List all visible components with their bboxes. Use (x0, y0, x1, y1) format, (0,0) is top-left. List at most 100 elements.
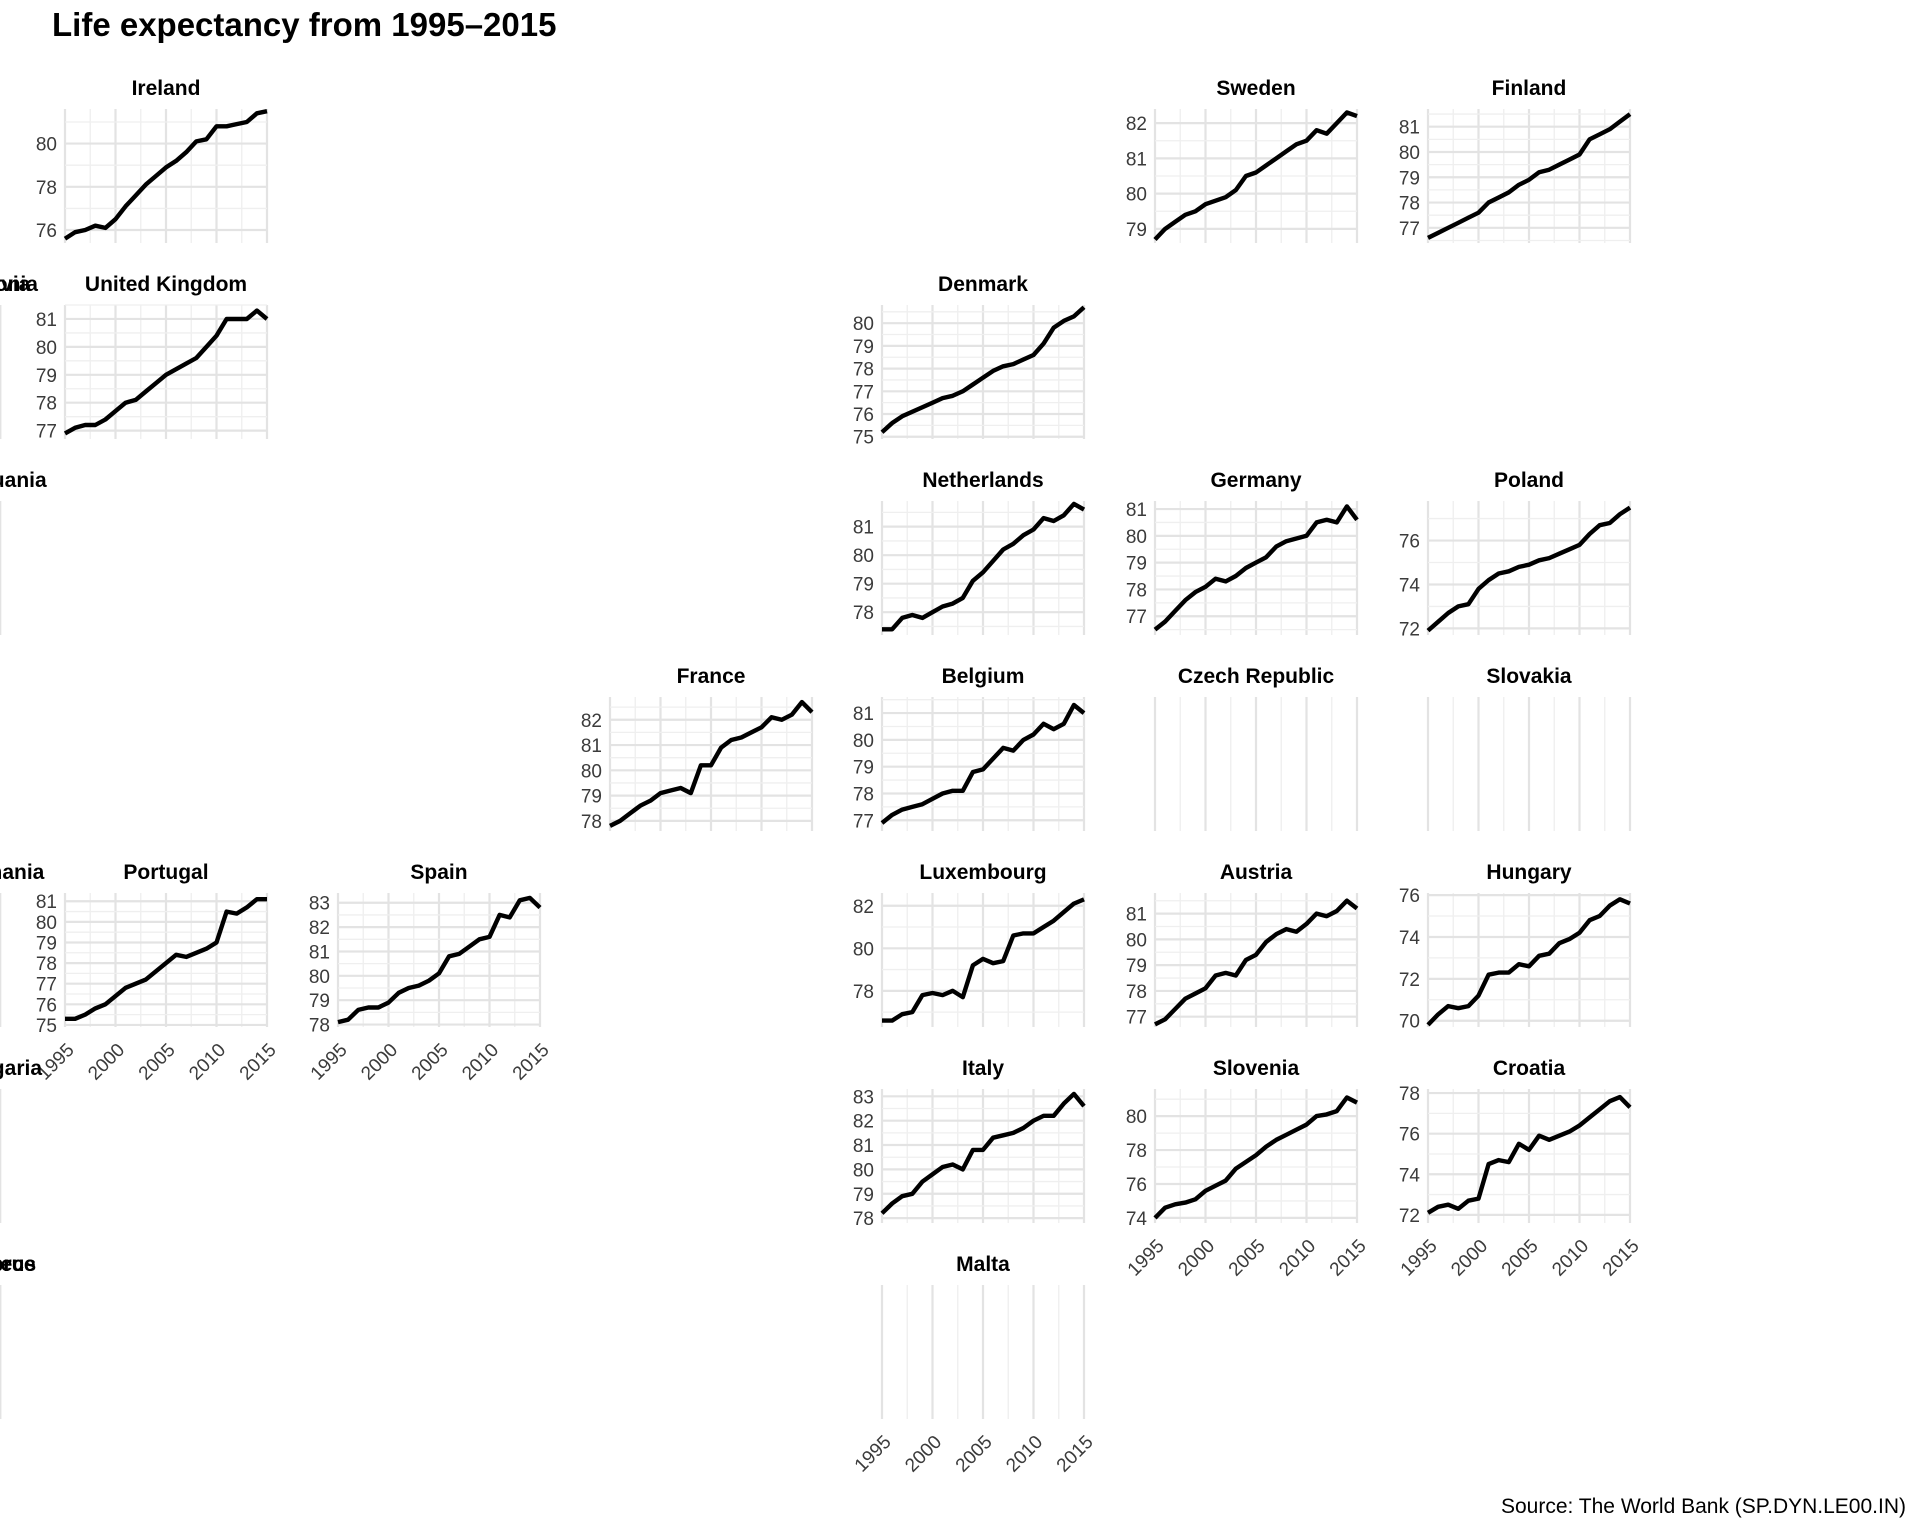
x-tick-label: 1995 (851, 1432, 896, 1477)
y-tick-label: 78 (1126, 580, 1147, 601)
y-tick-label: 74 (1399, 575, 1421, 596)
y-tick-label: 76 (853, 405, 874, 426)
life-expectancy-line (880, 305, 1086, 434)
y-tick-label: 82 (309, 918, 330, 939)
facet-title: Lithuania (0, 469, 47, 492)
y-tick-label: 82 (1126, 114, 1147, 135)
y-tick-label: 72 (1399, 1206, 1420, 1227)
facet-title: Portugal (123, 861, 208, 884)
facet-title: Austria (1220, 861, 1293, 884)
y-tick-label: 78 (853, 603, 874, 624)
facet-title: Spain (410, 861, 467, 884)
y-tick-label: 81 (309, 942, 330, 963)
x-tick-label: 2000 (1174, 1236, 1219, 1281)
facet-estonia: Estonia6870727578 (0, 273, 38, 439)
y-tick-label: 80 (309, 967, 330, 988)
x-tick-label: 2000 (1447, 1236, 1492, 1281)
y-tick-label: 79 (1126, 956, 1147, 977)
y-tick-label: 80 (1126, 930, 1147, 951)
x-tick-label: 2015 (236, 1040, 281, 1085)
y-tick-label: 76 (36, 995, 57, 1016)
facet-belgium: Belgium 77 78 79 80 81 (853, 665, 1086, 832)
facet-title: Malta (956, 1253, 1010, 1276)
facet-title: Poland (1494, 469, 1564, 492)
facet-title: Denmark (938, 273, 1028, 296)
facet-spain: Spain 78 79 80 81 82 83 1995 2000 2005 2010 2015 (307, 861, 554, 1085)
y-tick-label: 78 (36, 954, 57, 975)
facet-luxembourg: Luxembourg 78 80 82 (853, 861, 1086, 1027)
x-tick-label: 2015 (1053, 1432, 1098, 1477)
y-tick-label: 81 (853, 518, 874, 539)
y-tick-label: 81 (1126, 905, 1147, 926)
y-tick-label: 78 (36, 394, 57, 415)
facet-title: Latvia (0, 273, 31, 296)
y-tick-label: 81 (1126, 149, 1147, 170)
y-tick-label: 80 (1126, 185, 1147, 206)
y-tick-label: 70 (1399, 1012, 1420, 1033)
life-expectancy-line (1153, 1095, 1358, 1220)
facet-romania: Romania707274 (0, 861, 45, 1027)
facet-title: Netherlands (922, 469, 1043, 492)
facet-austria: Austria 77 78 79 80 81 (1126, 861, 1359, 1029)
y-tick-label: 80 (581, 761, 602, 782)
x-tick-label: 2010 (1548, 1236, 1593, 1281)
y-tick-label: 80 (36, 135, 57, 156)
y-tick-label: 79 (853, 575, 874, 596)
y-tick-label: 80 (1399, 143, 1420, 164)
y-tick-label: 77 (1399, 219, 1420, 240)
facet-ireland: Ireland 76 78 80 (36, 77, 269, 243)
y-tick-label: 77 (1126, 607, 1147, 628)
facet-slovenia: Slovenia 74 76 78 80 1995 2000 2005 2010 2015 (1124, 1057, 1371, 1281)
y-tick-label: 82 (581, 711, 602, 732)
facet-title: Sweden (1216, 77, 1295, 100)
facet-italy: Italy 78 79 80 81 82 83 (853, 1057, 1086, 1230)
y-tick-label: 81 (853, 1136, 874, 1157)
y-tick-label: 72 (1399, 619, 1420, 640)
facet-czech-republic: Czech Republic (1153, 665, 1359, 831)
facet-title: United Kingdom (85, 273, 247, 296)
life-expectancy-line (1426, 1094, 1632, 1215)
facet-title: Estonia (0, 273, 38, 296)
y-tick-label: 75 (853, 428, 874, 449)
facet-finland: Finland 77 78 79 80 81 (1399, 77, 1632, 243)
x-tick-label: 2015 (1326, 1236, 1371, 1281)
y-tick-label: 78 (1126, 1141, 1147, 1162)
y-tick-label: 80 (1126, 527, 1147, 548)
y-tick-label: 80 (853, 939, 874, 960)
x-tick-label: 2015 (509, 1040, 554, 1085)
y-tick-label: 79 (853, 337, 874, 358)
facet-united-kingdom: United Kingdom 77 78 79 80 81 (36, 273, 269, 443)
facet-germany: Germany 77 78 79 80 81 (1126, 469, 1359, 635)
facet-title: France (677, 665, 746, 688)
y-tick-label: 78 (1399, 194, 1420, 215)
y-tick-label: 76 (1399, 1125, 1420, 1146)
life-expectancy-line (1426, 505, 1632, 633)
facet-title: Cyprus (0, 1253, 36, 1276)
y-tick-label: 78 (853, 784, 874, 805)
facet-slovakia: Slovakia (1426, 665, 1632, 831)
y-tick-label: 79 (581, 787, 602, 808)
facet-poland: Poland 72 74 76 (1399, 469, 1632, 640)
x-tick-label: 1995 (1124, 1236, 1169, 1281)
y-tick-label: 76 (1126, 1175, 1147, 1196)
y-tick-label: 78 (853, 360, 874, 381)
y-tick-label: 83 (853, 1087, 874, 1108)
x-tick-label: 2000 (84, 1040, 129, 1085)
y-tick-label: 82 (853, 1112, 874, 1133)
x-tick-label: 2005 (1225, 1236, 1270, 1281)
life-expectancy-line (65, 897, 267, 1021)
facet-title: Croatia (1493, 1057, 1566, 1080)
y-tick-label: 81 (853, 704, 874, 725)
y-tick-label: 79 (36, 933, 57, 954)
y-tick-label: 81 (36, 892, 57, 913)
x-tick-label: 2010 (458, 1040, 503, 1085)
x-tick-label: 2000 (901, 1432, 946, 1477)
y-tick-label: 83 (309, 894, 330, 915)
y-tick-label: 74 (1399, 1165, 1421, 1186)
y-tick-label: 80 (853, 314, 874, 335)
y-tick-label: 76 (1399, 886, 1420, 907)
y-tick-label: 79 (1399, 168, 1420, 189)
y-tick-label: 81 (581, 736, 602, 757)
facet-greece: Greece7879808119952000200520102015 (0, 1253, 36, 1419)
